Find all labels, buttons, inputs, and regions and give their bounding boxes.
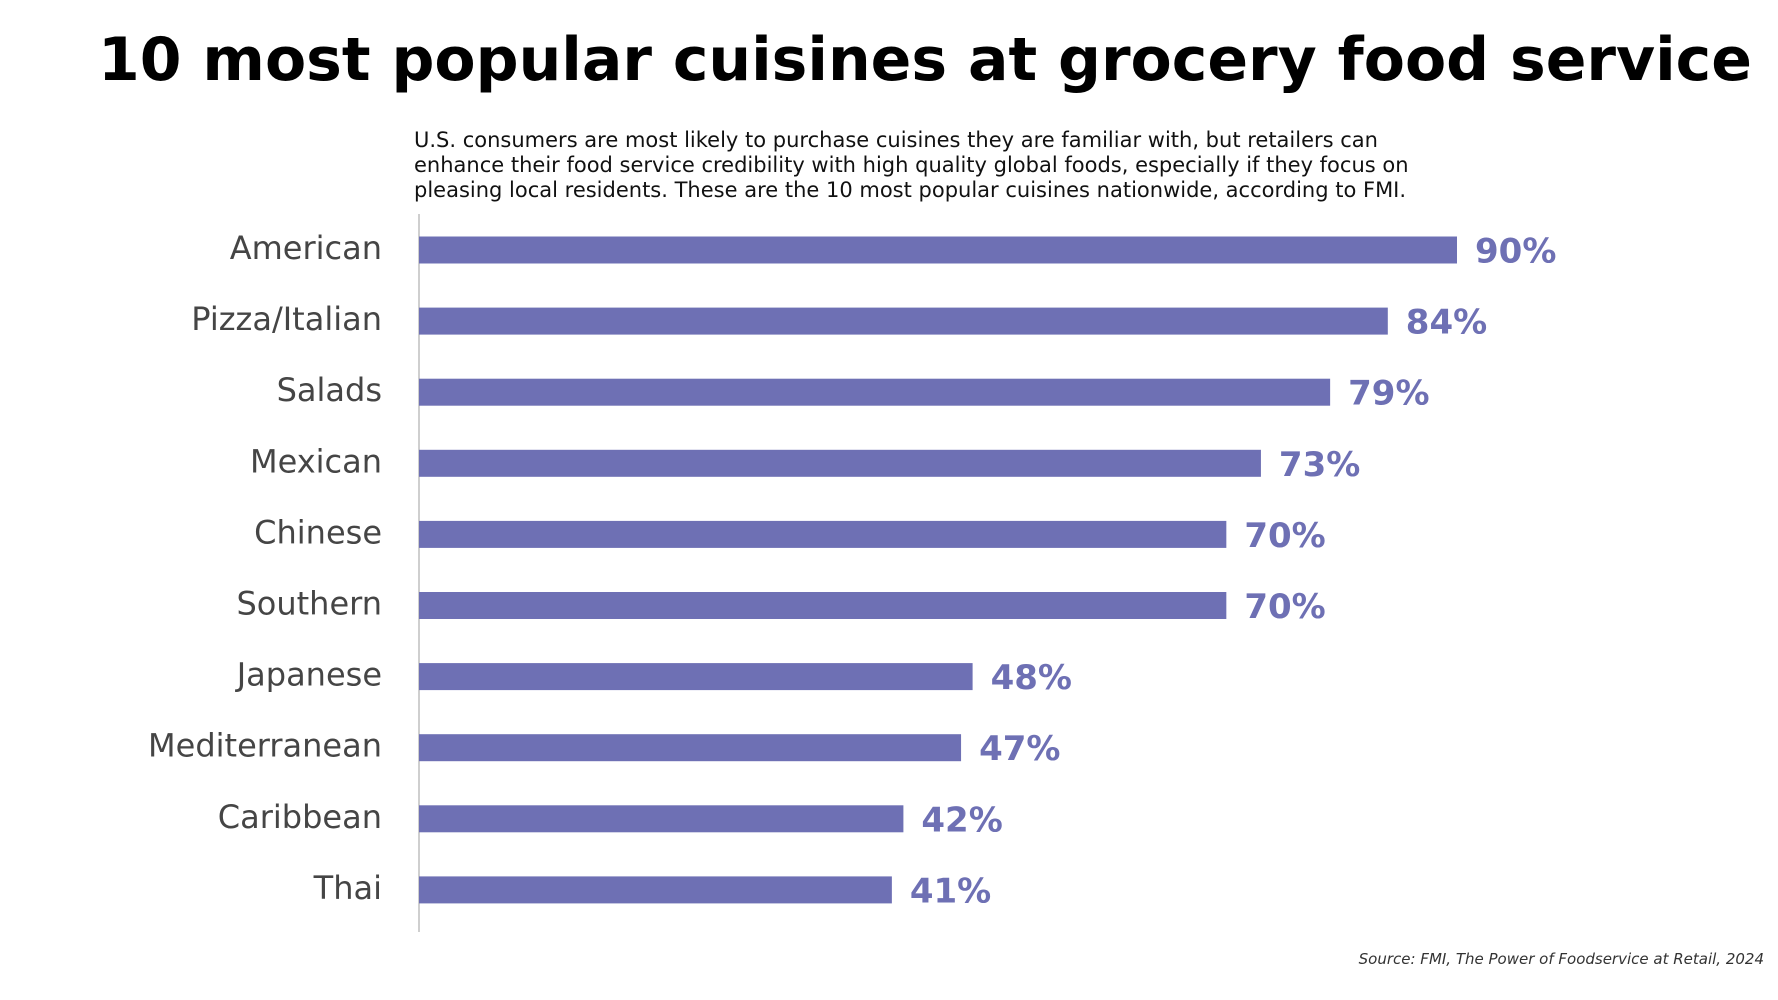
category-label: Mediterranean — [148, 727, 382, 765]
category-label: Pizza/Italian — [191, 300, 382, 338]
bar — [419, 520, 1227, 548]
bar — [419, 378, 1331, 406]
value-label: 73% — [1279, 445, 1360, 485]
bar — [419, 236, 1457, 264]
category-label: American — [230, 229, 382, 267]
category-label: Thai — [313, 869, 382, 907]
bar — [419, 307, 1388, 335]
value-label: 48% — [991, 658, 1072, 698]
category-label: Japanese — [235, 656, 382, 694]
bar — [419, 734, 962, 762]
source-note: Source: FMI, The Power of Foodservice at… — [1358, 950, 1764, 968]
value-label: 70% — [1244, 587, 1325, 627]
bar — [419, 449, 1261, 477]
value-label: 70% — [1244, 516, 1325, 556]
category-label: Southern — [236, 585, 382, 623]
value-label: 42% — [921, 800, 1002, 840]
chart-subtitle: U.S. consumers are most likely to purcha… — [414, 128, 1409, 202]
category-label: Mexican — [250, 442, 382, 480]
bar — [419, 663, 973, 691]
chart-title: 10 most popular cuisines at grocery food… — [98, 25, 1752, 95]
value-label: 41% — [910, 871, 991, 911]
category-label: Caribbean — [218, 798, 382, 836]
value-label: 90% — [1475, 232, 1556, 272]
value-label: 47% — [979, 729, 1060, 769]
bar — [419, 805, 904, 833]
category-label: Chinese — [254, 513, 382, 551]
bar — [419, 592, 1227, 619]
category-label: Salads — [277, 371, 382, 409]
bar — [419, 876, 892, 904]
value-label: 79% — [1348, 374, 1429, 414]
value-label: 84% — [1406, 303, 1487, 343]
